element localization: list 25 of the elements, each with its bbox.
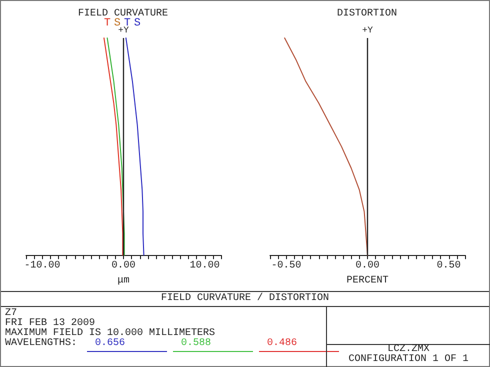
x-axis-title: μm (117, 276, 130, 286)
ref-line-label: +Y (118, 26, 130, 36)
text: CONFIGURATION 1 OF 1 (347, 354, 470, 365)
text: 0.656 (87, 338, 168, 352)
text: WAVELENGTHS: (5, 338, 78, 349)
text: S (114, 18, 121, 30)
text: LCZ.ZMX (387, 344, 430, 355)
x-tick-label: -10.00 (24, 260, 60, 272)
text: FRI FEB 13 2009 (5, 318, 96, 329)
chart-title: DISTORTION (336, 8, 398, 20)
chart-title: FIELD CURVATURE (78, 8, 168, 20)
x-tick-label: 0.50 (436, 260, 461, 272)
x-tick-label: 0.00 (355, 260, 380, 272)
text: 0.486 (259, 338, 340, 352)
x-axis-title: PERCENT (346, 276, 389, 286)
text: T (104, 18, 111, 30)
text: FIELD CURVATURE / DISTORTION (1, 292, 489, 307)
x-tick-label: 0.00 (111, 260, 136, 272)
text: MAXIMUM FIELD IS 10.000 MILLIMETERS (5, 328, 216, 339)
text: 0.588 (173, 338, 254, 352)
x-tick-label: -0.50 (271, 260, 302, 272)
ref-line-label: +Y (362, 26, 374, 36)
x-tick-label: 10.00 (190, 260, 220, 272)
text: S (134, 18, 141, 30)
text: Z7 (5, 308, 18, 319)
